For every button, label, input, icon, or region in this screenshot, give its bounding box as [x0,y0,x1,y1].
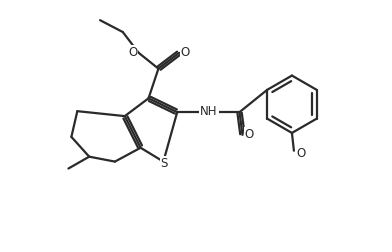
Text: O: O [245,129,254,141]
Text: O: O [296,147,305,160]
Text: O: O [128,46,137,59]
Text: S: S [161,157,168,170]
Text: O: O [180,46,190,59]
Text: NH: NH [200,105,218,118]
